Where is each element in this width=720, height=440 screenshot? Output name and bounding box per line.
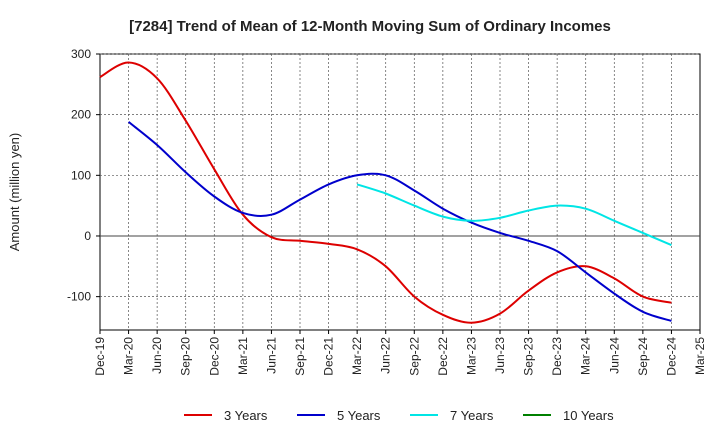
y-tick-label: 200	[71, 108, 91, 122]
series-line-5-years	[127, 121, 672, 322]
x-tick-label: Mar-25	[693, 337, 707, 375]
x-tick-label: Mar-21	[236, 337, 250, 375]
x-tick-label: Sep-20	[179, 337, 193, 376]
x-tick-label: Dec-24	[664, 337, 678, 376]
x-tick-label: Jun-20	[150, 337, 164, 374]
y-axis-title: Amount (million yen)	[7, 133, 22, 252]
chart-title: [7284] Trend of Mean of 12-Month Moving …	[129, 18, 611, 35]
x-tick-label: Dec-22	[436, 337, 450, 376]
x-tick-label: Mar-23	[464, 337, 478, 375]
plot-area	[99, 53, 701, 331]
legend-label-5-years: 5 Years	[337, 408, 381, 423]
grid	[100, 53, 700, 330]
x-axis: Dec-19 Mar-20 Jun-20 Sep-20 Dec-20 Mar-21 Jun-…	[93, 330, 707, 376]
x-tick-label: Dec-20	[207, 337, 221, 376]
y-tick-label: 0	[84, 229, 91, 243]
x-tick-label: Mar-22	[350, 337, 364, 375]
x-tick-label: Mar-24	[579, 337, 593, 375]
y-tick-label: 300	[71, 47, 91, 61]
legend-label-7-years: 7 Years	[450, 408, 494, 423]
x-tick-label: Sep-23	[522, 337, 536, 376]
x-tick-label: Jun-22	[379, 337, 393, 374]
x-tick-label: Dec-19	[93, 337, 107, 376]
series-lines	[99, 61, 672, 324]
y-tick-label: -100	[67, 290, 91, 304]
x-tick-label: Mar-20	[122, 337, 136, 375]
legend-label-3-years: 3 Years	[224, 408, 268, 423]
x-tick-label: Jun-21	[264, 337, 278, 374]
x-tick-label: Dec-21	[322, 337, 336, 376]
x-tick-label: Sep-24	[636, 337, 650, 376]
y-axis: 300 200 100 0 -100	[67, 47, 100, 304]
x-tick-label: Sep-22	[407, 337, 421, 376]
y-tick-label: 100	[71, 168, 91, 182]
x-tick-label: Dec-23	[550, 337, 564, 376]
x-tick-label: Jun-23	[493, 337, 507, 374]
legend-label-10-years: 10 Years	[563, 408, 614, 423]
legend: 3 Years 5 Years 7 Years 10 Years	[184, 408, 614, 423]
x-tick-label: Jun-24	[607, 337, 621, 374]
series-line-7-years	[356, 183, 672, 247]
x-tick-label: Sep-21	[293, 337, 307, 376]
